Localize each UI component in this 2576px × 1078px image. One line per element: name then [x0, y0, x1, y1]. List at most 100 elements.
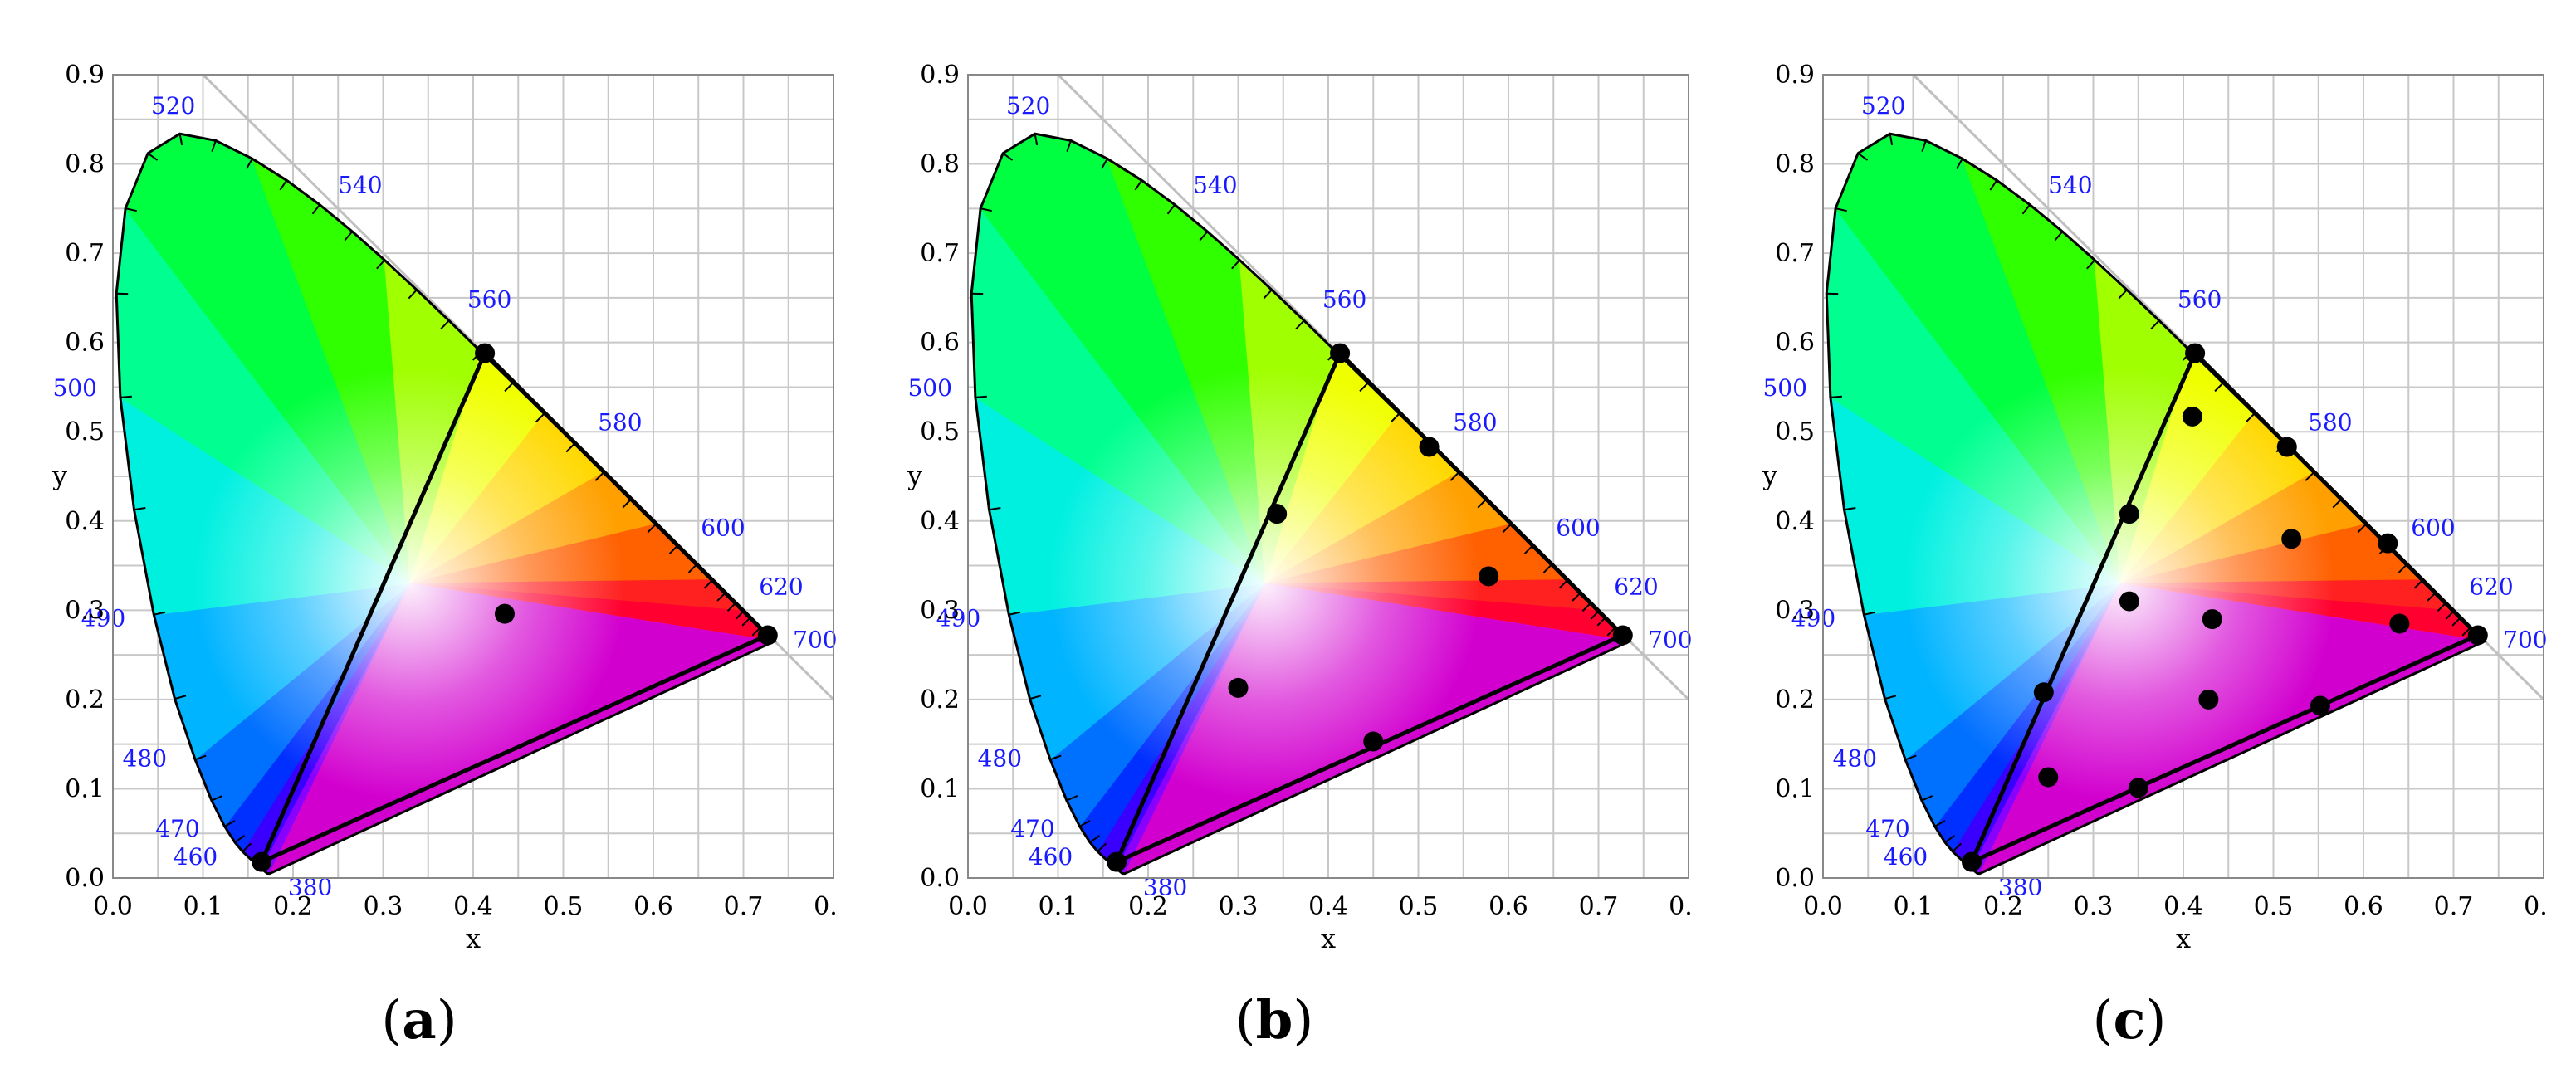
locus-tick	[1066, 140, 1072, 152]
locus-tick	[2150, 319, 2160, 330]
x-axis-label: x	[466, 923, 481, 954]
data-point-3	[2281, 529, 2302, 549]
y-tick-label: 0.6	[1775, 329, 1815, 358]
locus-tick	[1079, 820, 1091, 827]
y-tick-label: 0.8	[920, 150, 960, 179]
locus-tick	[1101, 158, 1108, 169]
y-tick-label: 0.2	[65, 685, 105, 715]
locus-tick	[211, 795, 223, 802]
triangle-vertex-2	[2467, 625, 2488, 646]
x-tick-label: 0.4	[453, 892, 493, 921]
wavelength-label-520: 520	[1861, 92, 1905, 120]
triangle-vertex-0	[1962, 851, 1982, 872]
y-tick-label: 0.3	[1775, 596, 1815, 625]
wavelength-label-580: 580	[598, 409, 642, 437]
wavelength-label-600: 600	[1556, 514, 1600, 541]
locus-tick	[1502, 523, 1512, 534]
locus-tick	[989, 506, 1001, 511]
locus-tick	[2118, 289, 2128, 300]
y-tick-label: 0.0	[920, 864, 960, 893]
locus-tick	[1009, 611, 1021, 616]
wavelength-label-540: 540	[338, 172, 382, 199]
x-tick-label: 0.0	[93, 892, 133, 921]
locus-tick	[194, 754, 207, 761]
data-point-6	[2202, 609, 2222, 630]
data-point-12	[2128, 778, 2148, 798]
gamut-triangle	[1967, 349, 2482, 866]
wavelength-label-500: 500	[907, 374, 951, 402]
x-tick-label: 0.6	[1488, 892, 1528, 921]
wavelength-label-480: 480	[123, 744, 167, 772]
locus-tick	[1835, 207, 1847, 212]
locus-tick	[376, 259, 385, 270]
data-point-9	[2198, 689, 2219, 710]
x-tick-label: 0.6	[2344, 892, 2383, 921]
locus-tick	[1002, 152, 1014, 161]
y-axis-label: y	[907, 460, 922, 491]
locus-tick	[1921, 795, 1933, 802]
locus-tick	[1944, 835, 1955, 843]
locus-tick	[2054, 231, 2064, 241]
data-point-2	[2119, 504, 2139, 524]
y-tick-label: 0.2	[920, 685, 960, 715]
locus-tick	[1864, 611, 1876, 616]
x-tick-label: 0.4	[2163, 892, 2203, 921]
locus-tick	[1989, 179, 1998, 191]
locus-tick	[1049, 754, 1062, 761]
wavelength-label-600: 600	[2411, 514, 2455, 541]
locus-tick	[1034, 134, 1039, 146]
x-tick-label: 0.1	[183, 892, 223, 921]
y-tick-label: 0.8	[1775, 150, 1815, 179]
locus-tick	[1390, 412, 1400, 423]
y-tick-label: 0.5	[920, 417, 960, 446]
wavelength-label-560: 560	[467, 285, 511, 313]
locus-ticks	[971, 134, 1623, 863]
data-point-7	[2389, 613, 2410, 634]
data-point-0	[1267, 504, 1288, 524]
caption-letter: a	[402, 989, 437, 1051]
x-tick-label: 0.7	[1579, 892, 1619, 921]
locus-tick	[622, 499, 632, 509]
y-tick-label: 0.1	[920, 774, 960, 803]
locus-tick	[565, 442, 575, 453]
data-point-1	[2276, 437, 2297, 457]
data-point-5	[2119, 591, 2139, 612]
locus-tick	[1921, 140, 1927, 152]
wavelength-label-520: 520	[151, 92, 195, 120]
wavelength-label-600: 600	[701, 514, 745, 541]
panel-caption-b: (b)	[1234, 989, 1314, 1051]
chart-panel-c: 380 460 470 480 490 500 520 540 560 580 600 620 700 0…	[1710, 58, 2549, 1054]
locus-tick	[279, 179, 288, 191]
locus-tick	[154, 611, 166, 616]
locus-tick	[2357, 523, 2367, 534]
x-tick-label: 0.7	[724, 892, 764, 921]
locus-tick	[1449, 471, 1459, 481]
locus-tick	[242, 842, 252, 852]
wavelength-label-480: 480	[978, 744, 1022, 772]
locus-tick	[147, 152, 159, 161]
y-tick-label: 0.5	[65, 417, 105, 446]
data-point-4	[1363, 731, 1384, 752]
locus-tick	[234, 835, 245, 843]
data-point-8	[2033, 682, 2054, 703]
y-tick-label: 0.8	[65, 150, 105, 179]
panel-caption-a: (a)	[381, 989, 457, 1051]
locus-tick	[344, 231, 354, 241]
triangle-vertex-1	[1330, 343, 1351, 363]
wavelength-label-700: 700	[793, 627, 837, 654]
y-tick-label: 0.5	[1775, 417, 1815, 446]
plot-frame	[112, 74, 834, 879]
locus-tick	[1089, 835, 1100, 843]
x-tick-label: 0.0	[948, 892, 988, 921]
x-tick-label: 0.2	[1128, 892, 1168, 921]
locus-tick	[2245, 412, 2256, 423]
locus-tick	[2214, 382, 2224, 393]
locus-tick	[980, 207, 992, 212]
locus-tick	[1134, 179, 1143, 191]
locus-tick	[1359, 382, 1369, 393]
data-point-2	[1479, 566, 1499, 587]
data-point-10	[2310, 695, 2330, 716]
locus-tick	[125, 207, 137, 212]
wavelength-label-490: 490	[1791, 605, 1835, 632]
locus-tick	[1857, 152, 1869, 161]
